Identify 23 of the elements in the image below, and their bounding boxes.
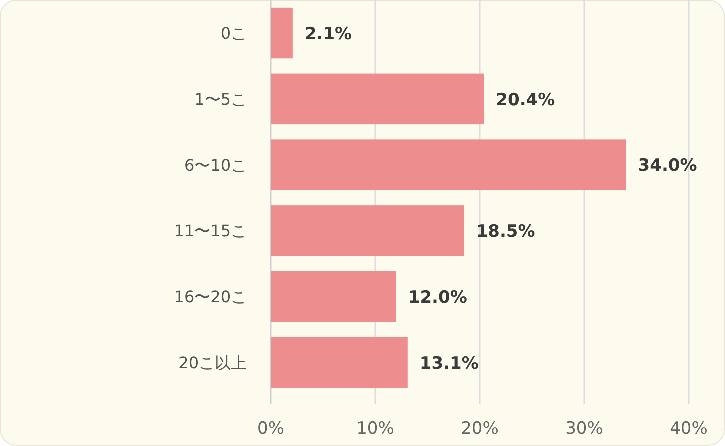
bar — [271, 271, 396, 322]
y-tick-label: 0こ — [220, 24, 247, 44]
x-tick-label: 40% — [670, 419, 708, 439]
data-label: 2.1% — [304, 24, 352, 44]
data-label: 13.1% — [420, 354, 479, 374]
data-label: 18.5% — [476, 222, 536, 242]
x-tick-label: 30% — [566, 419, 604, 439]
bar — [271, 337, 408, 388]
y-tick-label: 11〜15こ — [174, 222, 247, 241]
y-tick-label: 16〜20こ — [174, 288, 247, 307]
y-tick-label: 20こ以上 — [178, 353, 247, 372]
bar — [271, 140, 626, 190]
y-tick-label: 1〜5こ — [194, 90, 247, 109]
x-tick-label: 20% — [461, 419, 499, 439]
x-tick-label: 10% — [356, 419, 394, 439]
data-label: 20.4% — [496, 90, 556, 110]
x-tick-label: 0% — [258, 419, 284, 439]
bar — [271, 74, 484, 125]
data-label: 12.0% — [408, 288, 468, 308]
y-tick-label: 6〜10こ — [184, 156, 247, 175]
data-label: 34.0% — [638, 156, 698, 176]
bar — [271, 206, 464, 256]
bar — [271, 8, 293, 59]
